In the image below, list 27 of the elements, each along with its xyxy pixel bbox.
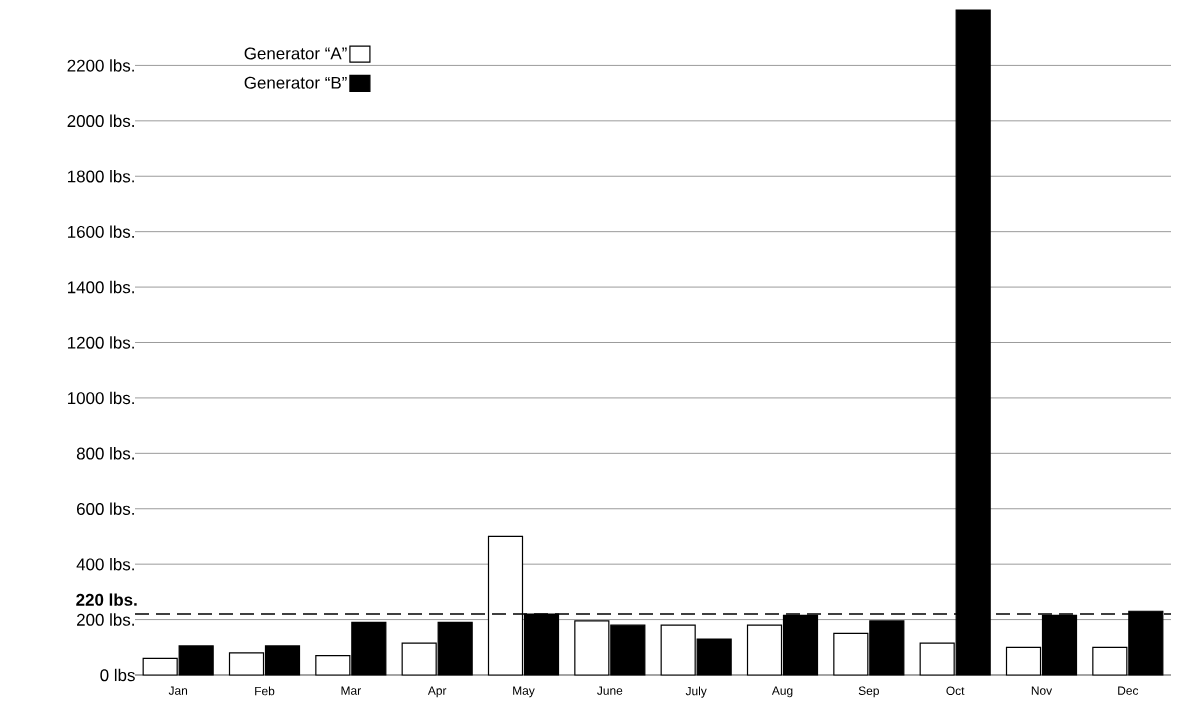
y-tick-label: 600 lbs.	[77, 502, 134, 515]
y-tick-label: 1400 lbs.	[68, 280, 134, 294]
x-tick-label: June	[597, 686, 623, 695]
y-tick-label: 1200 lbs.	[68, 336, 134, 349]
x-tick-label: Sep	[858, 686, 879, 698]
x-tick-label: July	[685, 686, 707, 698]
y-tick-label: 2000 lbs.	[67, 114, 134, 128]
x-tick-label: Oct	[946, 686, 965, 695]
x-tick-label: Feb	[255, 686, 275, 696]
y-tick-label: 0 lbs	[100, 668, 135, 682]
y-tick-label: 400 lbs.	[76, 557, 134, 571]
y-tick-label: 200 lbs.	[77, 613, 134, 626]
ref-line-label: 220 lbs.	[76, 593, 137, 606]
x-tick-label: Aug	[771, 686, 793, 698]
x-tick-label: Dec	[1118, 686, 1139, 695]
y-tick-label: 800 lbs.	[76, 447, 134, 460]
x-tick-label: Mar	[341, 686, 361, 695]
y-tick-label: 1000 lbs.	[68, 391, 134, 405]
x-tick-label: Nov	[1031, 686, 1053, 695]
x-tick-label: Apr	[427, 686, 447, 698]
y-tick-label: 2200 lbs.	[67, 59, 134, 72]
x-tick-label: Jan	[168, 686, 188, 695]
legend-label: Generator “B”	[244, 76, 347, 89]
y-tick-label: 1600 lbs.	[68, 225, 134, 238]
y-tick-label: 1800 lbs.	[68, 170, 134, 183]
x-tick-label: May	[513, 686, 535, 698]
legend-label: Generator “A”	[244, 47, 347, 60]
